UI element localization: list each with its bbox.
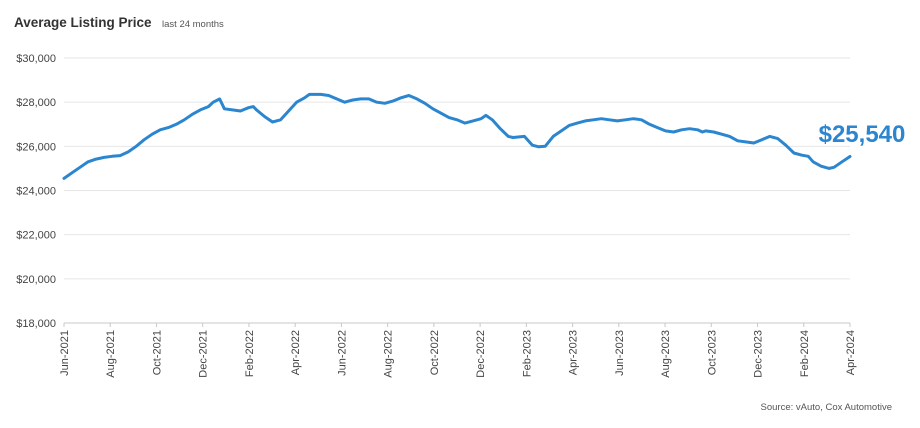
y-tick-label: $30,000 (16, 53, 56, 65)
chart-header: Average Listing Price last 24 months (14, 14, 224, 32)
source-note: Source: vAuto, Cox Automotive (760, 402, 892, 413)
x-tick-label: Dec-2021 (198, 330, 210, 378)
x-tick-label: Jun-2021 (59, 330, 71, 376)
end-value-label: $25,540 (819, 121, 906, 148)
y-axis: $30,000 $28,000 $26,000 $24,000 $22,000 $20,0… (16, 53, 56, 330)
chart-title: Average Listing Price (14, 15, 152, 30)
x-tick-label: Aug-2023 (660, 330, 672, 378)
series-line (62, 92, 852, 180)
x-tick-label: Feb-2024 (799, 330, 811, 377)
x-tick-label: Feb-2023 (521, 330, 533, 377)
x-tick-label: Apr-2023 (568, 330, 580, 375)
x-tick-label: Oct-2023 (706, 330, 718, 375)
x-tick-label: Oct-2021 (151, 330, 163, 375)
x-tick-label: Jun-2022 (336, 330, 348, 376)
y-tick-label: $22,000 (16, 230, 56, 242)
grid-lines (64, 57, 850, 324)
y-tick-label: $20,000 (16, 274, 56, 286)
x-tick-label: Jun-2023 (614, 330, 626, 376)
y-tick-label: $26,000 (16, 141, 56, 153)
x-tick-label: Apr-2024 (845, 330, 857, 375)
x-tick-label: Feb-2022 (244, 330, 256, 377)
series-group (62, 92, 852, 180)
x-tick-label: Dec-2023 (753, 330, 765, 378)
x-tick-label: Aug-2021 (105, 330, 117, 378)
x-tick-label: Dec-2022 (475, 330, 487, 378)
x-tick-label: Oct-2022 (429, 330, 441, 375)
y-tick-label: $18,000 (16, 318, 56, 330)
x-tick-label: Aug-2022 (383, 330, 395, 378)
chart-subtitle: last 24 months (162, 19, 224, 30)
y-tick-label: $28,000 (16, 97, 56, 109)
y-tick-label: $24,000 (16, 186, 56, 198)
x-axis: Jun-2021 Aug-2021 Oct-2021 Dec-2021 Feb-2022… (59, 323, 857, 378)
x-tick-label: Apr-2022 (290, 330, 302, 375)
